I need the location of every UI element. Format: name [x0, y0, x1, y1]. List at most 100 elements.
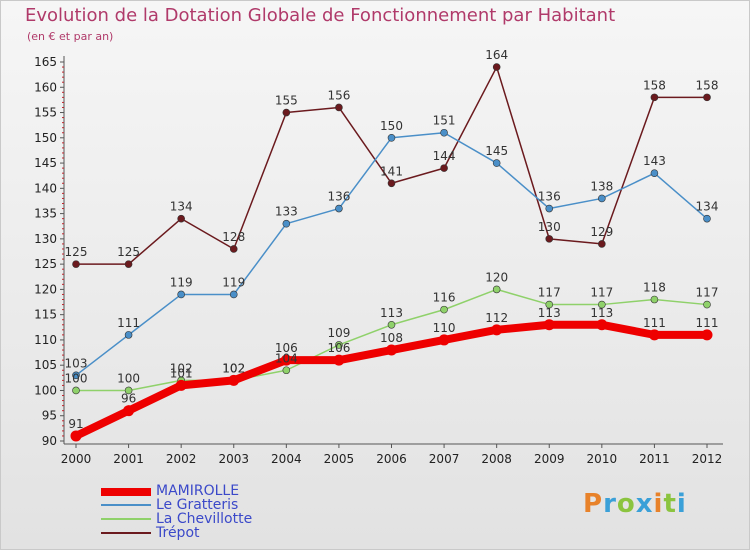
data-label-la-chevillotte: 100	[65, 371, 88, 385]
legend-label-trepot: Trépot	[156, 525, 200, 541]
legend-item-trepot: Trépot	[101, 525, 321, 541]
x-tick-label: 2004	[271, 452, 302, 466]
data-point-le-gratteris	[177, 290, 185, 299]
data-label-trepot: 125	[65, 245, 88, 259]
data-point-trepot	[598, 240, 606, 248]
data-label-le-gratteris: 136	[538, 190, 561, 204]
data-label-mamirolle: 108	[380, 331, 403, 345]
y-tick-label: 130	[34, 232, 57, 246]
x-tick-label: 2012	[692, 452, 723, 466]
x-tick-label: 2011	[639, 452, 670, 466]
data-point-le-gratteris	[387, 134, 396, 142]
data-label-mamirolle: 110	[433, 321, 456, 335]
data-point-la-chevillotte	[282, 366, 291, 375]
data-point-mamirolle	[123, 405, 135, 417]
chart-title: Evolution de la Dotation Globale de Fonc…	[25, 5, 616, 26]
data-point-la-chevillotte	[650, 295, 659, 304]
data-label-le-gratteris: 119	[222, 275, 245, 289]
y-tick-label: 140	[34, 181, 57, 195]
data-label-mamirolle: 96	[121, 392, 136, 406]
data-label-trepot: 130	[538, 220, 561, 234]
data-point-le-gratteris	[545, 204, 554, 213]
data-label-mamirolle: 111	[643, 316, 666, 330]
legend-swatch-la-chevillotte	[101, 518, 151, 520]
data-point-trepot	[650, 93, 659, 102]
data-point-trepot	[229, 245, 238, 253]
data-point-la-chevillotte	[335, 341, 343, 349]
data-point-la-chevillotte	[598, 300, 606, 309]
data-label-la-chevillotte: 118	[643, 281, 666, 295]
data-point-la-chevillotte	[124, 386, 133, 395]
data-point-trepot	[282, 108, 291, 117]
data-label-le-gratteris: 133	[275, 205, 298, 219]
legend-label-mamirolle: MAMIROLLE	[156, 483, 240, 499]
data-point-la-chevillotte	[703, 300, 711, 309]
brand-letter-5: t	[663, 489, 677, 519]
data-label-la-chevillotte: 117	[590, 286, 613, 300]
data-label-le-gratteris: 134	[696, 200, 719, 214]
data-label-trepot: 125	[117, 245, 140, 259]
data-point-la-chevillotte	[387, 320, 396, 329]
data-point-mamirolle	[648, 329, 660, 341]
data-label-trepot: 156	[327, 88, 350, 102]
data-point-le-gratteris	[598, 194, 606, 203]
data-point-le-gratteris	[124, 331, 133, 339]
data-label-la-chevillotte: 113	[380, 306, 403, 320]
y-tick-label: 160	[34, 80, 57, 94]
y-tick-label: 155	[34, 106, 57, 120]
y-tick-label: 110	[34, 333, 57, 347]
data-point-le-gratteris	[650, 169, 659, 177]
x-tick-label: 2009	[534, 452, 565, 466]
data-label-la-chevillotte: 117	[538, 286, 561, 300]
data-label-le-gratteris: 151	[433, 114, 456, 128]
y-tick-label: 165	[34, 55, 57, 69]
data-label-le-gratteris: 136	[327, 190, 350, 204]
x-tick-label: 2007	[429, 452, 460, 466]
legend-swatch-mamirolle	[101, 488, 151, 496]
data-label-le-gratteris: 150	[380, 119, 403, 133]
data-point-le-gratteris	[703, 214, 711, 223]
y-tick-label: 100	[34, 383, 57, 397]
data-point-trepot	[440, 164, 448, 172]
brand-letter-1: r	[603, 489, 617, 519]
data-label-trepot: 158	[643, 78, 666, 92]
data-label-trepot: 141	[380, 164, 403, 178]
data-label-la-chevillotte: 117	[696, 286, 719, 300]
data-label-mamirolle: 106	[275, 341, 298, 355]
data-point-la-chevillotte	[492, 285, 501, 294]
x-tick-label: 2008	[481, 452, 512, 466]
y-tick-label: 90	[42, 434, 57, 448]
data-label-le-gratteris: 138	[590, 179, 613, 193]
legend-swatch-trepot	[101, 532, 151, 534]
data-point-mamirolle	[280, 354, 292, 366]
data-point-le-gratteris	[72, 371, 80, 380]
brand-letter-6: i	[676, 489, 687, 519]
brand-logo: Proxiti	[583, 489, 687, 519]
data-point-mamirolle	[438, 334, 450, 346]
data-point-trepot	[387, 179, 396, 188]
data-label-mamirolle: 91	[68, 417, 83, 431]
data-point-trepot	[492, 63, 501, 71]
data-label-trepot: 155	[275, 94, 298, 108]
data-label-trepot: 128	[222, 230, 245, 244]
data-point-trepot	[545, 235, 554, 243]
x-tick-label: 2000	[61, 452, 92, 466]
y-tick-label: 120	[34, 282, 57, 296]
data-point-la-chevillotte	[545, 300, 554, 309]
data-point-mamirolle	[543, 319, 555, 331]
x-tick-label: 2005	[324, 452, 355, 466]
data-label-trepot: 129	[590, 225, 613, 239]
data-label-trepot: 158	[696, 78, 719, 92]
y-tick-label: 150	[34, 131, 57, 145]
data-point-la-chevillotte	[440, 305, 448, 314]
data-label-mamirolle: 113	[590, 306, 613, 320]
data-point-le-gratteris	[492, 159, 501, 167]
chart-subtitle: (en € et par an)	[27, 30, 114, 43]
data-point-mamirolle	[596, 319, 608, 331]
data-point-mamirolle	[228, 374, 240, 386]
brand-letter-4: i	[653, 489, 664, 519]
data-point-le-gratteris	[335, 204, 343, 213]
y-tick-label: 135	[34, 207, 57, 221]
